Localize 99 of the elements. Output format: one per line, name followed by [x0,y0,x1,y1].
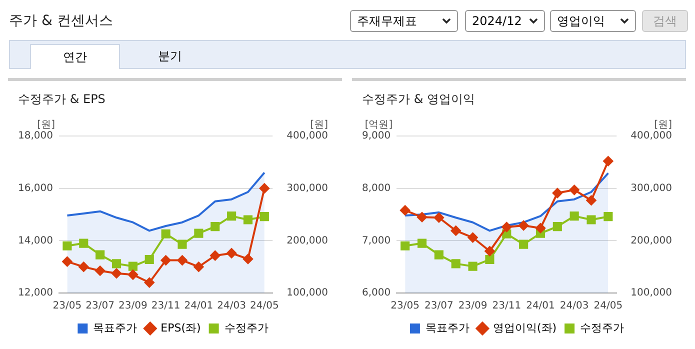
point [62,241,72,250]
x-tick-label: 23/11 [492,300,522,312]
point [227,212,236,221]
y-axis-title: [억원] [364,120,393,131]
point [468,232,478,243]
y-tick-label: 18,000 [18,130,53,142]
y2-tick-label: 200,000 [286,235,328,246]
point [144,254,154,264]
x-tick-label: 23/05 [52,300,82,312]
point [112,268,122,278]
y2-tick-label: 200,000 [630,235,672,246]
y2-tick-label: 100,000 [286,288,328,299]
point [226,248,237,258]
point [112,259,122,268]
y-tick-label: 6,000 [362,288,391,299]
point [177,255,188,266]
point [128,270,138,280]
point [128,262,138,271]
point [178,240,187,249]
point [570,212,579,221]
point [242,254,253,264]
point [194,228,204,238]
y2-tick-label: 400,000 [286,130,328,142]
x-tick-label: 23/09 [458,300,488,312]
y2-axis-title: [원] [654,120,672,131]
legend-label: 목표주가 [93,321,138,334]
y2-tick-label: 400,000 [630,130,672,142]
point [144,278,154,288]
point [210,222,220,232]
y-tick-label: 8,000 [362,182,391,194]
x-tick-label: 24/01 [184,300,214,312]
x-tick-label: 24/03 [217,300,246,312]
point [78,262,89,272]
point [450,226,461,236]
text: 주가 & 컨센서스 [9,12,113,30]
legend-label: 수정주가 [580,321,624,334]
point [603,156,614,166]
y2-tick-label: 300,000 [630,182,672,194]
y2-tick-label: 300,000 [286,182,328,194]
legend-label: 영업이익(좌) [492,321,557,334]
point [434,212,444,223]
x-tick-label: 23/11 [151,300,180,312]
point [518,220,529,230]
x-tick-label: 24/05 [250,300,279,312]
x-tick-label: 23/07 [86,300,114,312]
x-tick-label: 24/05 [594,300,623,312]
y2-tick-label: 100,000 [630,288,672,299]
point [569,184,580,195]
chart-title: 수정주가 & 영업이익 [362,91,475,108]
point [502,222,512,232]
x-tick-label: 23/05 [390,300,420,312]
x-tick-label: 24/03 [560,300,589,312]
legend-label: EPS(좌) [160,321,201,334]
point [586,195,596,206]
point [434,250,444,260]
text: 영업이익 [550,10,636,32]
chart-title: 수정주가 & EPS [18,91,106,108]
y2-axis-title: [원] [310,120,328,131]
text: 2024/12 [465,10,545,32]
point [468,262,478,271]
point [552,222,562,232]
point [62,256,72,267]
point [484,246,495,256]
y-tick-label: 9,000 [362,130,391,142]
legend-label: 목표주가 [425,321,470,334]
text: 검색 [642,10,688,32]
y-axis-title: [원] [37,120,56,131]
y-tick-label: 14,000 [18,235,53,246]
point [552,188,562,198]
y-tick-label: 7,000 [362,235,391,246]
point [194,262,204,272]
point [451,259,460,268]
point [519,240,528,249]
text: 연간 [30,44,120,69]
point [79,238,88,248]
point [417,238,427,248]
point [243,215,253,224]
point [604,212,613,222]
point [160,255,171,266]
point [96,250,105,260]
legend-label: 수정주가 [224,321,268,334]
point [485,254,494,264]
point [586,215,596,224]
point [210,250,220,261]
text: 분기 [157,48,183,65]
x-tick-label: 23/09 [118,300,148,312]
point [260,212,269,222]
point [417,212,428,222]
y-tick-label: 16,000 [18,182,53,194]
point [535,223,546,234]
point [161,229,170,238]
point [95,266,106,276]
x-tick-label: 23/07 [424,300,454,312]
point [400,205,410,216]
point [400,241,410,250]
point [259,183,270,194]
y-tick-label: 12,000 [18,288,53,299]
x-tick-label: 24/01 [526,300,555,312]
text: 주재무제표 [350,10,458,32]
